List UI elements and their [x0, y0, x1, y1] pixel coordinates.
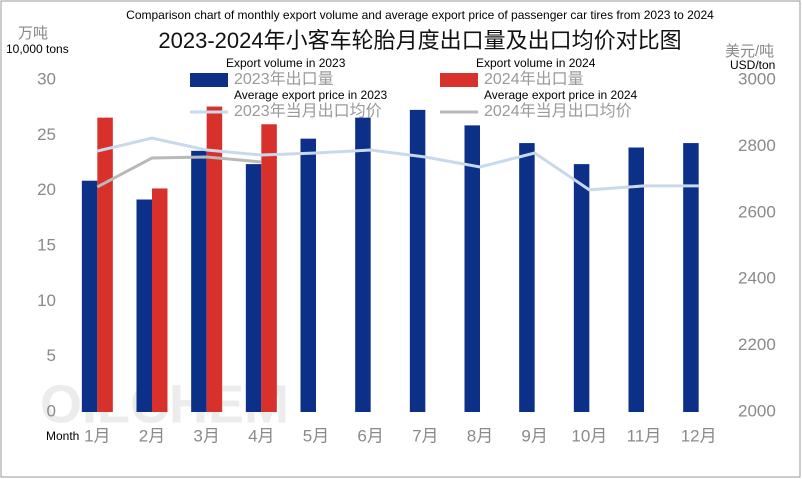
bar [97, 117, 113, 413]
y2-tick-label: 2800 [738, 136, 776, 155]
x-tick-label: 12月 [681, 426, 717, 445]
y2-tick-label: 3000 [738, 69, 776, 88]
y2-tick-label: 2000 [738, 401, 776, 420]
y-tick-label: 30 [37, 69, 56, 88]
x-tick-label: 7月 [412, 426, 438, 445]
line [96, 136, 699, 192]
y-tick-label: 20 [37, 180, 56, 199]
y-label-en: 10,000 tons [6, 42, 69, 56]
bar [355, 117, 371, 413]
legend-swatch [190, 73, 228, 87]
legend-label: 2023年出口量 [234, 70, 334, 88]
y-tick-label: 0 [47, 401, 56, 420]
line [96, 155, 262, 189]
legend-label-en: Average export price in 2024 [484, 88, 638, 102]
bar [683, 143, 699, 412]
bar [519, 143, 535, 412]
bar [152, 188, 168, 412]
y2-label: 美元/吨 [725, 43, 774, 60]
y2-tick-label: 2400 [738, 269, 776, 288]
bar [191, 150, 207, 412]
bar [409, 109, 426, 412]
bar [628, 147, 644, 413]
bar [245, 164, 262, 412]
bar [300, 138, 316, 413]
chart-title: 2023-2024年小客车轮胎月度出口量及出口均价对比图 [158, 28, 681, 53]
x-tick-label: 4月 [248, 426, 274, 445]
bar [81, 180, 98, 412]
x-tick-label: 11月 [627, 426, 662, 445]
legend-label: 2024年出口量 [484, 70, 584, 88]
y-tick-label: 15 [37, 235, 56, 254]
x-label-en: Month [46, 429, 79, 443]
x-tick-label: 10月 [571, 426, 607, 445]
legend-swatch [440, 73, 478, 87]
legend-label: 2023年当月出口均价 [234, 102, 382, 120]
bar [464, 125, 480, 412]
y-label: 万吨 [18, 25, 48, 42]
legend-label-en: Export volume in 2023 [226, 56, 346, 70]
x-tick-label: 9月 [521, 426, 547, 445]
y-tick-label: 10 [37, 291, 56, 310]
x-tick-label: 5月 [303, 426, 329, 445]
x-tick-label: 2月 [139, 426, 165, 445]
y-tick-label: 5 [47, 346, 56, 365]
legend-label: 2024年当月出口均价 [484, 102, 632, 120]
y2-label-en: USD/ton [730, 58, 775, 72]
legend-label-en: Average export price in 2023 [234, 88, 388, 102]
x-tick-label: 6月 [357, 426, 383, 445]
x-tick-label: 8月 [467, 426, 493, 445]
bar [573, 164, 590, 412]
chart-title-en: Comparison chart of monthly export volum… [126, 8, 714, 22]
legend-label-en: Export volume in 2024 [476, 56, 596, 70]
x-tick-label: 3月 [193, 426, 219, 445]
bar [206, 106, 223, 412]
y-tick-label: 25 [37, 125, 56, 144]
bar [136, 199, 152, 412]
y2-tick-label: 2200 [738, 335, 776, 354]
bar [261, 124, 277, 413]
y2-tick-label: 2600 [738, 202, 776, 221]
x-tick-label: 1月 [84, 426, 110, 445]
